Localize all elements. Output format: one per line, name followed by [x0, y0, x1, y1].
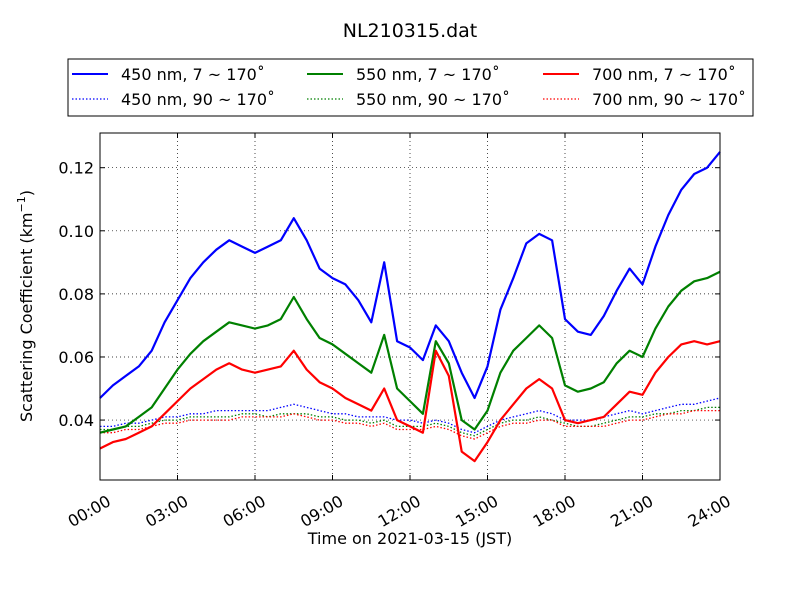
y-tick-label: 0.12 [58, 159, 94, 178]
y-axis-title-main: Scattering Coefficient (km [17, 212, 36, 422]
x-tick-label: 00:00 [65, 491, 114, 531]
series-line [100, 409, 720, 440]
x-axis: 00:00 03:00 06:00 09:00 12:00 15:00 18:00 21:00… [65, 133, 734, 531]
legend: 450 nm, 7 ~ 170˚ 550 nm, 7 ~ 170˚ 700 nm, … [67, 58, 754, 117]
chart-title: NL210315.dat [343, 20, 478, 42]
x-tick-label: 15:00 [452, 491, 501, 531]
y-axis-title-end: ) [17, 190, 36, 196]
legend-label: 700 nm, 90 ~ 170˚ [592, 90, 746, 109]
legend-label: 550 nm, 90 ~ 170˚ [356, 90, 510, 109]
legend-label: 450 nm, 90 ~ 170˚ [121, 90, 275, 109]
series-line [99, 340, 721, 463]
legend-label: 450 nm, 7 ~ 170˚ [121, 65, 265, 84]
legend-label: 550 nm, 7 ~ 170˚ [356, 65, 500, 84]
series-line [99, 151, 721, 400]
series-line [99, 270, 721, 434]
y-tick-label: 0.08 [58, 285, 94, 304]
y-tick-label: 0.10 [58, 222, 94, 241]
x-tick-label: 24:00 [685, 491, 734, 531]
x-tick-label: 09:00 [297, 491, 346, 531]
x-tick-label: 21:00 [607, 491, 656, 531]
legend-frame [67, 58, 754, 117]
y-tick-label: 0.06 [58, 348, 94, 367]
x-axis-title: Time on 2021-03-15 (JST) [307, 529, 512, 548]
y-tick-label: 0.04 [58, 411, 94, 430]
legend-label: 700 nm, 7 ~ 170˚ [592, 65, 736, 84]
x-tick-label: 18:00 [530, 491, 579, 531]
x-tick-label: 06:00 [220, 491, 269, 531]
grid [100, 133, 720, 480]
y-axis-title-sup: −1 [15, 196, 28, 212]
y-axis: 0.04 0.06 0.08 0.10 0.12 [58, 159, 720, 430]
x-tick-label: 12:00 [375, 491, 424, 531]
series-layer [99, 151, 721, 463]
y-axis-title: Scattering Coefficient (km−1) [15, 190, 36, 422]
x-tick-label: 03:00 [142, 491, 191, 531]
